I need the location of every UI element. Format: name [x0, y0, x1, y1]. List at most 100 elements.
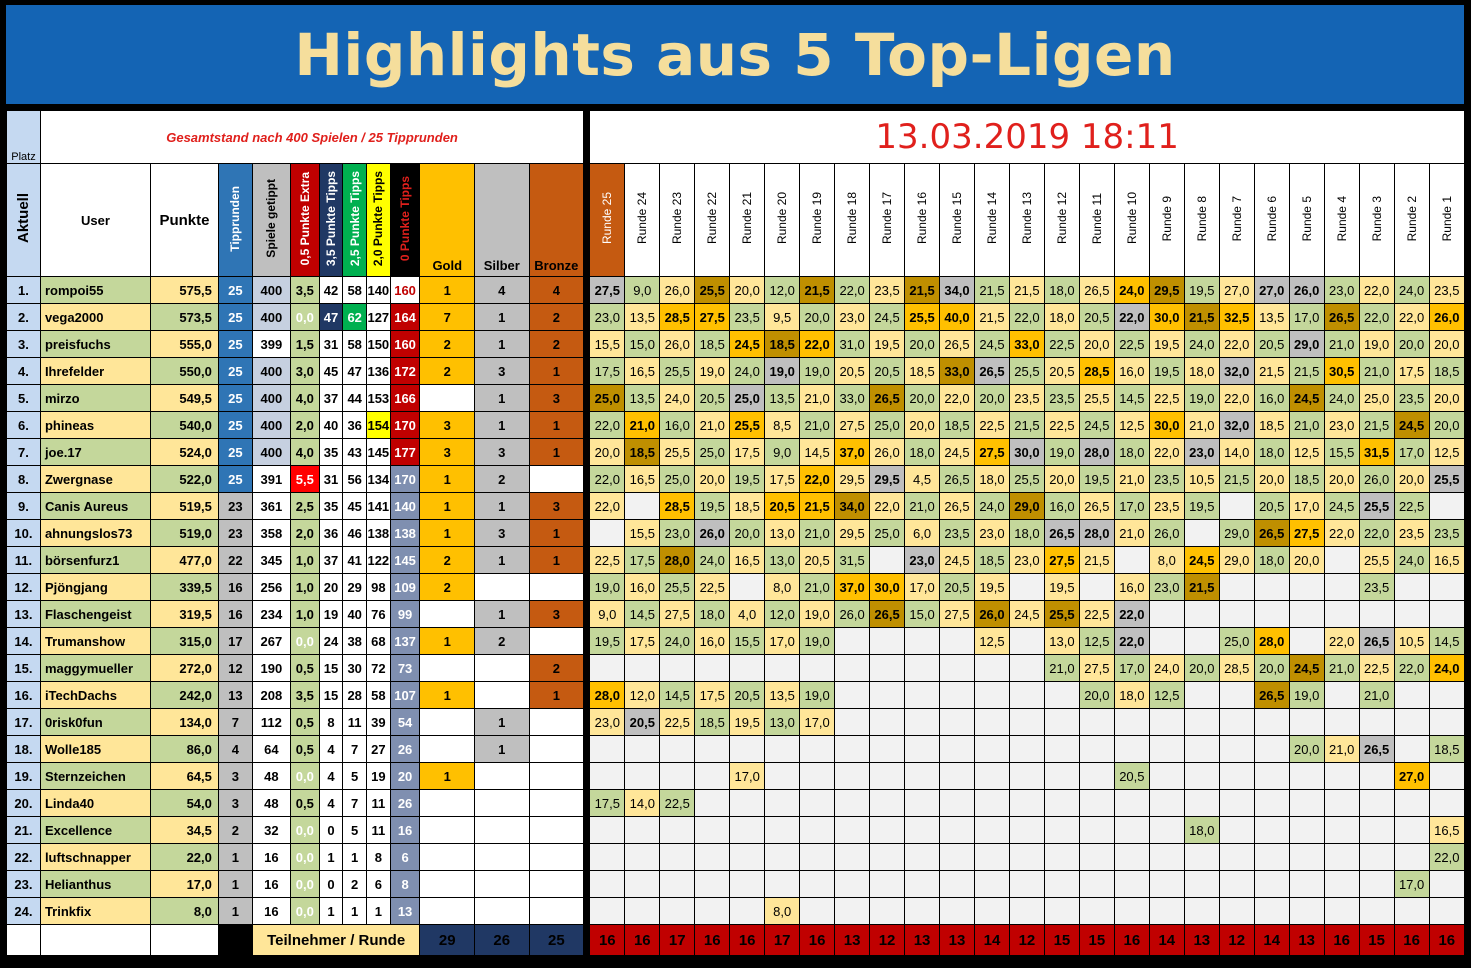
round-score-cell: 20,0: [1428, 411, 1466, 439]
tipps0-cell: 172: [389, 357, 421, 385]
round-score-cell: [1428, 681, 1466, 709]
round-score-cell: 28,5: [659, 303, 696, 331]
user-cell: Trinkfix: [39, 897, 152, 925]
round-score-cell: [1393, 816, 1430, 844]
round-score-cell: 18,0: [973, 465, 1010, 493]
bronze-cell: [528, 870, 585, 898]
tipps35-cell: 45: [318, 357, 344, 385]
silver-cell: [474, 870, 530, 898]
round-score-cell: 13,5: [624, 303, 661, 331]
user-cell: Zwergnase: [39, 465, 152, 493]
round-header: Runde 21: [729, 163, 766, 277]
round-participants: 16: [1428, 924, 1466, 956]
round-score-cell: 23,0: [904, 546, 941, 574]
round-score-cell: 20,5: [764, 492, 801, 520]
round-score-cell: [624, 897, 661, 925]
round-score-cell: [834, 708, 871, 736]
round-score-cell: 26,5: [1253, 681, 1290, 709]
user-cell: 0risk0fun: [39, 708, 152, 736]
spiele-cell: 48: [251, 789, 291, 817]
round-score-cell: [973, 843, 1010, 871]
column-header-label: Runde 12: [1054, 192, 1069, 245]
round-score-cell: 18,5: [1253, 411, 1290, 439]
column-header-label: Runde 15: [950, 192, 964, 245]
round-score-cell: 25,0: [869, 411, 906, 439]
round-score-cell: 25,5: [659, 438, 696, 466]
tipps25-cell: 43: [342, 438, 367, 466]
round-score-cell: [1218, 735, 1255, 763]
round-score-cell: [1393, 681, 1430, 709]
round-score-cell: 20,0: [1078, 681, 1115, 709]
round-score-cell: 23,5: [729, 303, 766, 331]
round-score-cell: 26,5: [869, 384, 906, 412]
user-cell: Helianthus: [39, 870, 152, 898]
round-score-cell: 26,0: [1428, 303, 1466, 331]
round-score-cell: [1078, 870, 1115, 898]
tipps35-cell: 37: [318, 546, 344, 574]
user-cell: maggymueller: [39, 654, 152, 682]
round-score-cell: 16,0: [1113, 573, 1150, 601]
round-score-cell: 18,5: [973, 546, 1010, 574]
round-header: Runde 5: [1288, 163, 1325, 277]
round-score-cell: 32,0: [1218, 411, 1255, 439]
tipps35-cell: 4: [318, 789, 344, 817]
extra05-cell: 0,0: [289, 816, 320, 844]
round-score-cell: 20,0: [589, 438, 626, 466]
round-score-cell: 21,5: [1288, 357, 1325, 385]
round-score-cell: 23,5: [869, 276, 906, 304]
round-score-cell: [834, 870, 871, 898]
tipps0-cell: 166: [389, 384, 421, 412]
round-score-cell: 18,5: [729, 492, 766, 520]
round-score-cell: [1078, 735, 1115, 763]
punkte-header: Punkte: [150, 163, 219, 277]
round-score-cell: 17,0: [1393, 870, 1430, 898]
round-score-cell: [1323, 546, 1360, 574]
round-score-cell: 17,5: [764, 465, 801, 493]
column-header-label: Runde 24: [635, 192, 650, 245]
round-score-cell: 20,5: [624, 708, 661, 736]
tipps20-cell: 134: [366, 465, 391, 493]
round-score-cell: [1323, 897, 1360, 925]
round-score-cell: [694, 897, 731, 925]
bronze-cell: 2: [528, 303, 585, 331]
round-score-cell: [834, 762, 871, 790]
round-score-cell: [729, 654, 766, 682]
column-header-label: 0 Punkte Tipps: [398, 175, 413, 262]
round-score-cell: 20,0: [1183, 654, 1220, 682]
round-participants: 12: [1008, 924, 1045, 956]
subtitle: Gesamtstand nach 400 Spielen / 25 Tippru…: [39, 110, 585, 164]
round-score-cell: [1113, 546, 1150, 574]
round-score-cell: 17,0: [1393, 438, 1430, 466]
round-score-cell: 19,0: [1288, 681, 1325, 709]
round-score-cell: 26,5: [939, 465, 975, 493]
round-score-cell: [869, 735, 906, 763]
tipps35-cell: 19: [318, 600, 344, 628]
tipps0-cell: 13: [389, 897, 421, 925]
spiele-cell: 208: [251, 681, 291, 709]
round-score-cell: 19,0: [1358, 330, 1395, 358]
round-score-cell: 18,5: [1428, 735, 1466, 763]
spiele-cell: 400: [251, 303, 291, 331]
round-score-cell: 25,5: [1008, 357, 1045, 385]
round-score-cell: 29,0: [1218, 546, 1255, 574]
round-score-cell: 19,5: [1043, 573, 1080, 601]
round-score-cell: 19,5: [1183, 276, 1220, 304]
table-row: 5. mirzo 549,5 25 400 4,0 37 44 153 166 1 3 25,0 13,5…: [6, 384, 1466, 412]
round-score-cell: [1078, 708, 1115, 736]
extra05-cell: 2,0: [289, 519, 320, 547]
round-score-cell: 9,0: [764, 438, 801, 466]
tipps35-cell: 1: [318, 897, 344, 925]
round-score-cell: 31,5: [1358, 438, 1395, 466]
round-score-cell: 8,0: [764, 573, 801, 601]
round-score-cell: 25,0: [729, 384, 766, 412]
user-cell: Canis Aureus: [39, 492, 152, 520]
rank-cell: 23.: [6, 870, 41, 898]
round-score-cell: 16,0: [1253, 384, 1290, 412]
round-score-cell: 24,0: [659, 627, 696, 655]
round-score-cell: [1393, 897, 1430, 925]
tipps25-cell: 58: [342, 330, 367, 358]
round-participants: 13: [1288, 924, 1325, 956]
round-score-cell: 22,0: [939, 384, 975, 412]
gold-cell: 2: [419, 573, 475, 601]
round-score-cell: 21,5: [799, 492, 836, 520]
